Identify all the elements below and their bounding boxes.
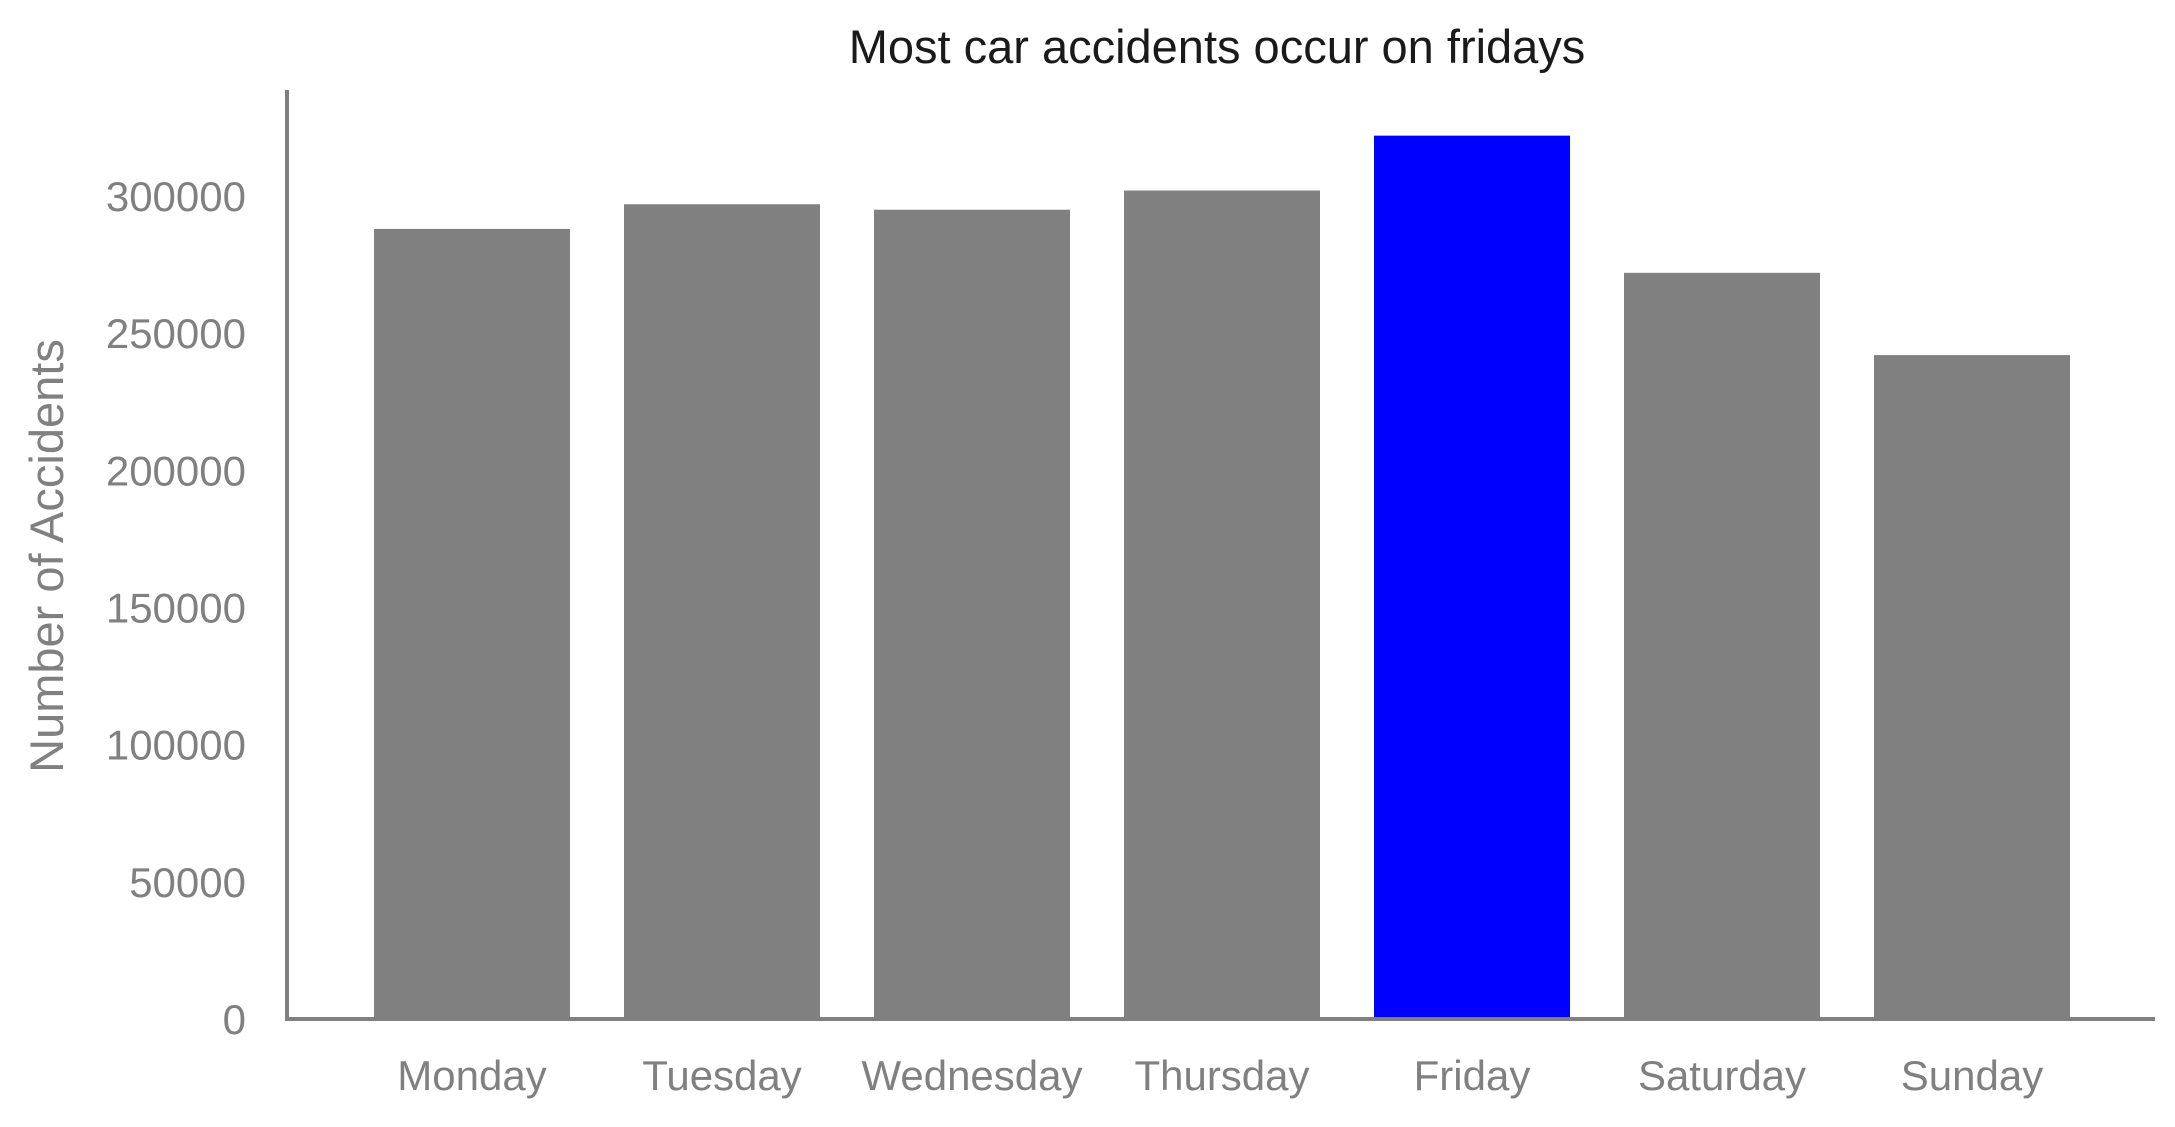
y-tick-label: 250000 [106, 310, 246, 357]
x-tick-label: Tuesday [642, 1052, 802, 1099]
bar-friday [1374, 135, 1570, 1019]
bar-tuesday [624, 204, 820, 1020]
bar-monday [374, 228, 570, 1020]
x-tick-label: Sunday [1901, 1052, 2043, 1099]
bar-thursday [1124, 190, 1320, 1020]
y-tick-label: 0 [223, 996, 246, 1043]
x-tick-label: Saturday [1638, 1052, 1806, 1099]
y-tick-label: 300000 [106, 173, 246, 220]
bar-sunday [1874, 355, 2070, 1019]
y-tick-label: 100000 [106, 722, 246, 769]
bars-group [374, 135, 2070, 1020]
y-tick-label: 200000 [106, 447, 246, 494]
bar-saturday [1624, 272, 1820, 1019]
x-tick-label: Wednesday [861, 1052, 1082, 1099]
chart-title: Most car accidents occur on fridays [849, 20, 1586, 73]
y-tick-label: 150000 [106, 585, 246, 632]
x-tick-labels: Monday Tuesday Wednesday Thursday Friday Satu… [397, 1052, 2043, 1099]
x-tick-label: Thursday [1134, 1052, 1309, 1099]
y-axis-label: Number of Accidents [20, 339, 73, 773]
x-tick-label: Friday [1414, 1052, 1531, 1099]
x-tick-label: Monday [397, 1052, 546, 1099]
bar-wednesday [874, 209, 1070, 1019]
y-tick-labels: 0 50000 100000 150000 200000 250000 300000 [106, 173, 246, 1043]
y-tick-label: 50000 [129, 859, 246, 906]
